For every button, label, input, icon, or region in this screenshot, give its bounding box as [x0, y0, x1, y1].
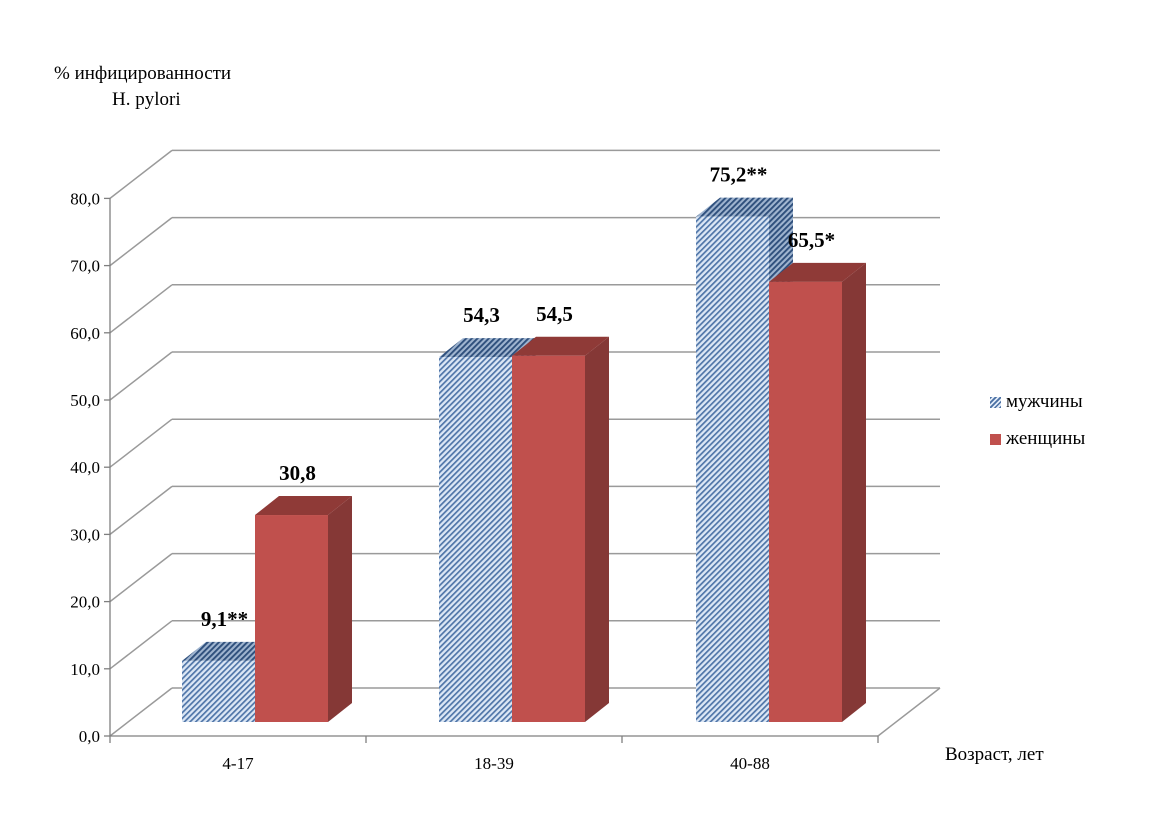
side-wall-gridline: [110, 218, 172, 266]
x-axis-label: Возраст, лет: [945, 744, 1044, 766]
bar-side: [585, 337, 609, 722]
legend-item-men: мужчины: [990, 390, 1085, 414]
y-tick-label: 70,0: [70, 257, 100, 276]
y-axis-label-line1: % инфицированности: [54, 62, 231, 86]
side-wall-gridline: [110, 419, 172, 467]
data-label: 54,5: [536, 302, 573, 326]
legend-item-women: женщины: [990, 427, 1085, 451]
legend-label-women: женщины: [1006, 428, 1085, 450]
side-wall-gridline: [110, 688, 172, 736]
bar: [512, 356, 585, 722]
bar: [182, 661, 255, 722]
y-tick-label: 0,0: [79, 727, 100, 746]
y-tick-label: 30,0: [70, 525, 100, 544]
data-label: 65,5*: [788, 228, 835, 252]
legend-swatch-women: [990, 434, 1001, 445]
y-tick-label: 80,0: [70, 189, 100, 208]
y-tick-label: 20,0: [70, 593, 100, 612]
data-label: 54,3: [463, 303, 500, 327]
side-wall-gridline: [110, 486, 172, 534]
y-tick-label: 10,0: [70, 660, 100, 679]
legend-swatch-men: [990, 397, 1001, 408]
chart-bars: [182, 198, 866, 722]
side-wall-gridline: [110, 554, 172, 602]
bar: [439, 357, 512, 722]
bar: [769, 282, 842, 722]
bar-side: [842, 263, 866, 722]
floor-edge: [878, 688, 940, 736]
bar: [696, 217, 769, 722]
data-label: 75,2**: [710, 163, 768, 187]
y-tick-label: 40,0: [70, 458, 100, 477]
side-wall-gridline: [110, 352, 172, 400]
data-label: 9,1**: [201, 607, 248, 631]
legend: мужчины женщины: [990, 390, 1085, 464]
side-wall-gridline: [110, 285, 172, 333]
bar: [255, 515, 328, 722]
x-tick-label: 4-17: [222, 754, 254, 773]
side-wall-gridline: [110, 621, 172, 669]
y-tick-label: 60,0: [70, 324, 100, 343]
y-axis-label-line2: H. pylori: [112, 88, 181, 112]
x-tick-label: 18-39: [474, 754, 514, 773]
side-wall-gridline: [110, 150, 172, 198]
x-tick-label: 40-88: [730, 754, 770, 773]
data-label: 30,8: [279, 461, 316, 485]
y-tick-label: 50,0: [70, 391, 100, 410]
bar-side: [328, 496, 352, 722]
legend-label-men: мужчины: [1006, 391, 1083, 413]
